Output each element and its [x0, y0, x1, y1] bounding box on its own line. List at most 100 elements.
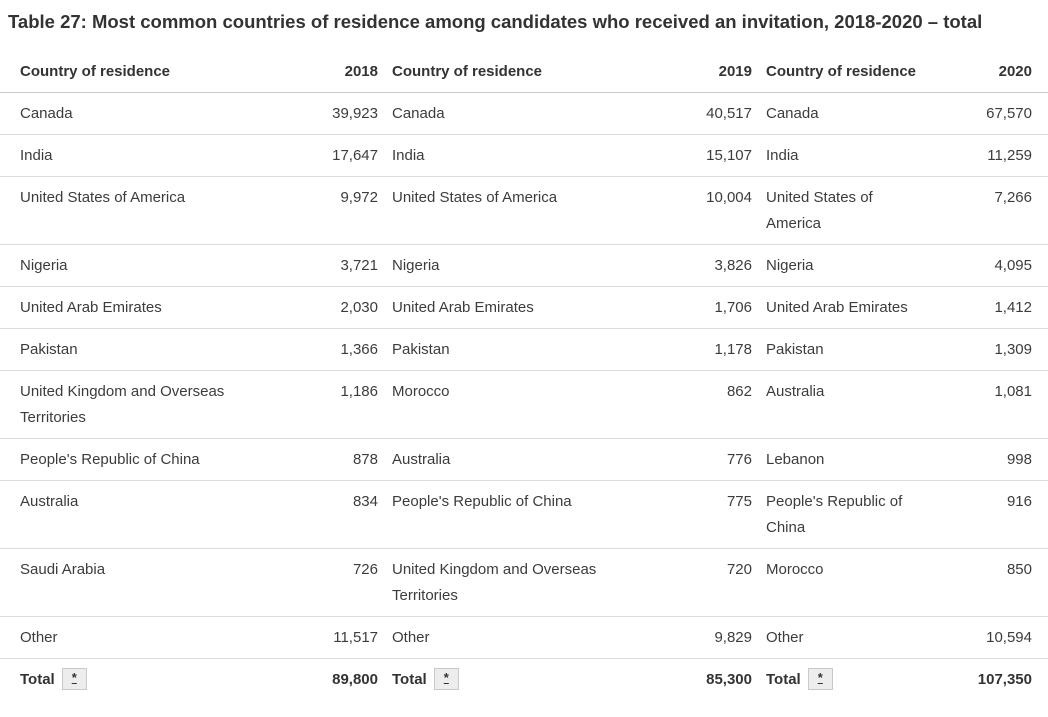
country-cell: Saudi Arabia	[0, 547, 290, 617]
country-cell: India	[0, 133, 290, 177]
total-cell-2020: Total *	[752, 657, 932, 700]
country-cell: Nigeria	[378, 243, 668, 287]
value-cell: 1,366	[290, 327, 378, 371]
total-value-2019: 85,300	[668, 657, 752, 700]
country-cell: People's Republic of China	[378, 479, 668, 549]
value-cell: 67,570	[986, 104, 1032, 122]
header-year-2018: 2018	[290, 50, 378, 93]
value-cell: 3,826	[668, 243, 752, 287]
total-label: Total	[20, 670, 55, 688]
country-cell: United Kingdom and Overseas Territories	[378, 547, 668, 617]
value-cell: 1,309	[932, 327, 1048, 371]
total-label: Total	[766, 670, 801, 688]
asterisk-icon: *	[817, 669, 823, 685]
country-cell: Other	[378, 615, 668, 659]
value-cell: 10,594	[932, 615, 1048, 659]
table-row: India 17,647 India 15,107 India 11,259	[0, 133, 1048, 177]
header-country-2018: Country of residence	[0, 50, 290, 93]
value-cell: 4,095	[932, 243, 1048, 287]
value-cell: 834	[290, 479, 378, 549]
country-cell: Morocco	[378, 369, 668, 439]
value-cell: 775	[668, 479, 752, 549]
value-cell: 17,647	[290, 133, 378, 177]
value-cell: 11,259	[932, 133, 1048, 177]
asterisk-icon: *	[71, 669, 77, 685]
value-cell: 3,721	[290, 243, 378, 287]
country-cell: United States of America	[0, 175, 290, 245]
table-row: Saudi Arabia 726 United Kingdom and Overse…	[0, 547, 1048, 617]
table-row: Australia 834 People's Republic of China 77…	[0, 479, 1048, 549]
country-cell: People's Republic of China	[752, 479, 932, 549]
asterisk-icon: *	[443, 669, 449, 685]
total-value-2020: 107,350	[932, 657, 1048, 700]
footnote-asterisk-button[interactable]: *	[807, 667, 833, 690]
country-cell: Canada	[766, 104, 819, 122]
value-cell: 40,517	[706, 104, 752, 122]
countries-of-residence-table: Country of residence 2018 Country of res…	[0, 50, 1048, 700]
total-row: Total * 89,800 Total * 85,300 Total * 107,3…	[0, 657, 1048, 700]
total-cell-2018: Total *	[0, 657, 290, 700]
value-cell: 9,829	[668, 615, 752, 659]
value-cell: 862	[668, 369, 752, 439]
country-cell: Other	[0, 615, 290, 659]
value-cell: 1,706	[668, 285, 752, 329]
footnote-asterisk-button[interactable]: *	[433, 667, 459, 690]
header-row: Country of residence 2018 Country of res…	[0, 50, 1048, 93]
total-cell-2019: Total *	[378, 657, 668, 700]
value-cell: 850	[932, 547, 1048, 617]
country-cell: Canada	[392, 104, 445, 122]
country-cell: Australia	[752, 369, 932, 439]
country-cell: United Arab Emirates	[0, 285, 290, 329]
country-cell: Pakistan	[378, 327, 668, 371]
value-cell: 9,972	[290, 175, 378, 245]
value-cell: 39,923	[332, 104, 378, 122]
country-cell: United States of America	[752, 175, 932, 245]
table-header: Country of residence 2018 Country of res…	[0, 50, 1048, 93]
table-row: People's Republic of China 878 Australia 77…	[0, 437, 1048, 481]
value-cell: 998	[932, 437, 1048, 481]
country-cell: United Arab Emirates	[378, 285, 668, 329]
country-cell: India	[752, 133, 932, 177]
header-country-2019: Country of residence	[378, 50, 668, 93]
country-cell: Other	[752, 615, 932, 659]
value-cell: 776	[668, 437, 752, 481]
value-cell: 11,517	[290, 615, 378, 659]
value-cell: 7,266	[932, 175, 1048, 245]
value-cell: 878	[290, 437, 378, 481]
country-cell: Australia	[378, 437, 668, 481]
value-cell: 10,004	[668, 175, 752, 245]
country-cell: Nigeria	[752, 243, 932, 287]
value-cell: 720	[668, 547, 752, 617]
country-cell: Australia	[0, 479, 290, 549]
value-cell: 1,186	[290, 369, 378, 439]
value-cell: 1,178	[668, 327, 752, 371]
value-cell: 1,412	[932, 285, 1048, 329]
total-label: Total	[392, 670, 427, 688]
header-year-2019: 2019	[668, 50, 752, 93]
total-value-2018: 89,800	[290, 657, 378, 700]
country-cell: Pakistan	[752, 327, 932, 371]
value-cell: 15,107	[668, 133, 752, 177]
value-cell: 726	[290, 547, 378, 617]
country-cell: Canada	[20, 104, 73, 122]
country-cell: India	[378, 133, 668, 177]
value-cell: 1,081	[932, 369, 1048, 439]
header-year-2020: 2020	[932, 50, 1048, 93]
table-row: United States of America 9,972 United Stat…	[0, 175, 1048, 245]
table-row: United Arab Emirates 2,030 United Arab Emi…	[0, 285, 1048, 329]
table-row: Nigeria 3,721 Nigeria 3,826 Nigeria 4,095	[0, 243, 1048, 287]
country-cell: Pakistan	[0, 327, 290, 371]
table-row: Canada 39,923 Canada 40,517 Canada 67,570	[0, 92, 1048, 134]
footnote-asterisk-button[interactable]: *	[61, 667, 87, 690]
country-cell: Nigeria	[0, 243, 290, 287]
value-cell: 916	[932, 479, 1048, 549]
header-country-2020: Country of residence	[752, 50, 932, 93]
country-cell: People's Republic of China	[0, 437, 290, 481]
country-cell: Lebanon	[752, 437, 932, 481]
country-cell: Morocco	[752, 547, 932, 617]
value-cell: 2,030	[290, 285, 378, 329]
country-cell: United States of America	[378, 175, 668, 245]
table-row: United Kingdom and Overseas Territories 1…	[0, 369, 1048, 439]
table-title: Table 27: Most common countries of resid…	[8, 11, 983, 32]
